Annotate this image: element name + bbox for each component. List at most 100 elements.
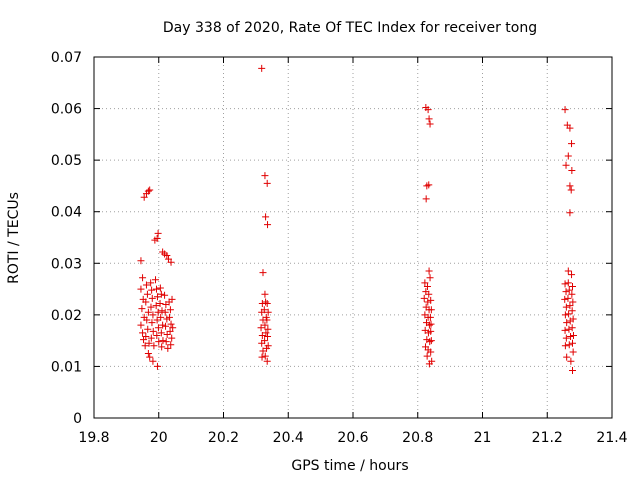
data-point xyxy=(564,152,572,160)
data-point xyxy=(154,229,162,237)
data-point xyxy=(562,161,570,169)
data-point xyxy=(261,172,269,180)
data-point xyxy=(562,288,570,296)
data-point xyxy=(262,329,270,337)
data-point xyxy=(425,290,433,298)
data-point xyxy=(427,348,435,356)
data-point xyxy=(161,291,169,299)
data-point xyxy=(423,182,431,190)
data-point xyxy=(163,252,171,260)
data-point xyxy=(425,321,433,329)
data-point xyxy=(264,221,272,229)
data-point xyxy=(145,339,153,347)
data-point xyxy=(162,338,170,346)
data-point xyxy=(141,342,149,350)
data-point xyxy=(426,338,434,346)
data-points xyxy=(137,64,577,375)
y-tick-label: 0.01 xyxy=(51,359,82,375)
y-tick-label: 0.06 xyxy=(51,102,82,118)
data-point xyxy=(568,140,576,148)
data-point xyxy=(258,353,266,361)
data-point xyxy=(561,311,569,319)
data-point xyxy=(153,293,161,301)
data-point xyxy=(427,327,435,335)
y-tick-label: 0.03 xyxy=(51,256,82,272)
data-point xyxy=(152,285,160,293)
y-tick-label: 0.04 xyxy=(51,205,82,221)
data-point xyxy=(566,182,574,190)
data-point xyxy=(569,367,577,375)
data-point xyxy=(565,341,573,349)
chart-title: Day 338 of 2020, Rate Of TEC Index for r… xyxy=(163,20,537,36)
data-point xyxy=(263,357,271,365)
data-point xyxy=(568,290,576,298)
x-tick-label: 21.4 xyxy=(596,430,627,446)
data-point xyxy=(144,187,152,195)
data-point xyxy=(258,64,266,72)
data-point xyxy=(561,326,569,334)
data-point xyxy=(565,325,573,333)
data-point xyxy=(147,303,155,311)
data-point xyxy=(153,331,161,339)
data-point xyxy=(569,331,577,339)
data-point xyxy=(562,334,570,342)
data-point xyxy=(567,357,575,365)
data-point xyxy=(168,295,176,303)
data-point xyxy=(144,325,152,333)
gridlines xyxy=(94,57,612,418)
data-point xyxy=(142,281,150,289)
data-point xyxy=(569,339,577,347)
data-point xyxy=(168,334,176,342)
data-point xyxy=(157,290,165,298)
data-point xyxy=(144,350,152,358)
data-point xyxy=(424,106,432,114)
data-point xyxy=(564,267,572,275)
data-point xyxy=(264,342,272,350)
data-point xyxy=(569,298,577,306)
x-tick-label: 20 xyxy=(150,430,168,446)
data-point xyxy=(142,298,150,306)
data-point xyxy=(425,267,433,275)
data-point xyxy=(169,324,177,332)
data-point xyxy=(569,282,577,290)
data-point xyxy=(139,274,147,282)
x-tick-label: 20.6 xyxy=(337,430,368,446)
data-point xyxy=(149,327,157,335)
data-point xyxy=(261,337,269,345)
data-point xyxy=(566,302,574,310)
data-point xyxy=(422,195,430,203)
data-point xyxy=(158,307,166,315)
data-point xyxy=(565,310,573,318)
data-point xyxy=(166,306,174,314)
data-point xyxy=(147,279,155,287)
data-point xyxy=(426,274,434,282)
data-point xyxy=(137,257,145,265)
data-point xyxy=(263,316,271,324)
data-point xyxy=(149,357,157,365)
data-point xyxy=(148,286,156,294)
data-point xyxy=(420,294,428,302)
data-point xyxy=(423,282,431,290)
data-point xyxy=(263,300,271,308)
data-point xyxy=(562,303,570,311)
data-point xyxy=(426,313,434,321)
data-point xyxy=(138,305,146,313)
data-point xyxy=(152,276,160,284)
y-tick-label: 0.05 xyxy=(51,153,82,169)
data-point xyxy=(567,186,575,194)
data-point xyxy=(153,362,161,370)
data-point xyxy=(154,308,162,316)
data-point xyxy=(149,311,157,319)
data-point xyxy=(150,342,158,350)
data-point xyxy=(154,324,162,332)
data-point xyxy=(569,348,577,356)
y-axis-label: ROTI / TECUs xyxy=(6,192,22,284)
data-point xyxy=(167,258,175,266)
data-point xyxy=(421,279,429,287)
y-tick-label: 0.02 xyxy=(51,308,82,324)
data-point xyxy=(155,338,163,346)
data-point xyxy=(147,334,155,342)
data-point xyxy=(137,285,145,293)
data-point xyxy=(143,316,151,324)
data-point xyxy=(158,343,166,351)
